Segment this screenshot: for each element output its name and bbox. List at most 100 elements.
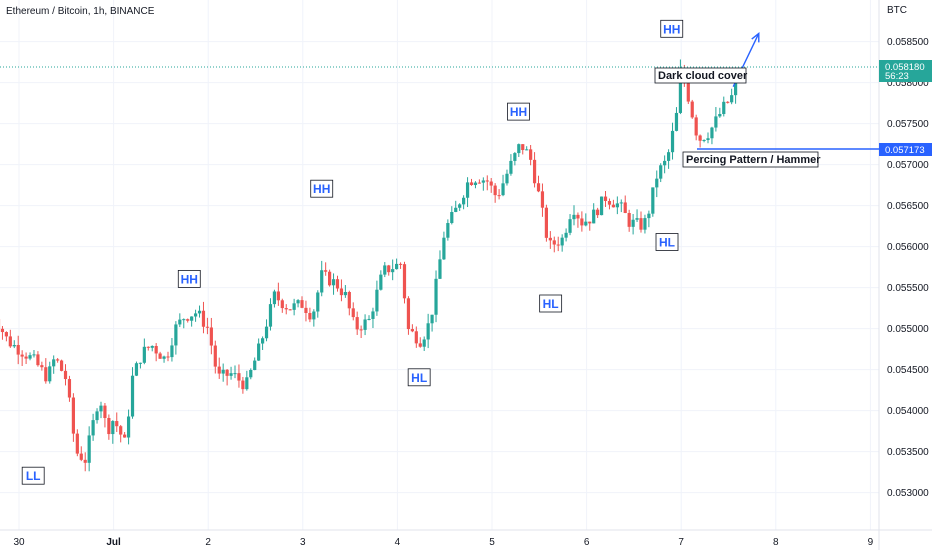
candle-body bbox=[111, 421, 115, 435]
candle bbox=[655, 170, 659, 198]
candle-body bbox=[730, 95, 734, 103]
candle-body bbox=[674, 112, 679, 131]
candle-body bbox=[197, 310, 202, 314]
candle bbox=[63, 364, 68, 386]
candle bbox=[489, 178, 493, 193]
candle bbox=[276, 282, 280, 306]
candle bbox=[406, 296, 411, 335]
candle bbox=[312, 309, 316, 327]
candle bbox=[221, 363, 225, 382]
candle bbox=[465, 177, 470, 208]
candle-body bbox=[588, 221, 592, 224]
candle-body bbox=[154, 345, 158, 354]
pattern-label-hl[interactable]: HL bbox=[539, 294, 563, 313]
candle-body bbox=[186, 319, 190, 321]
candle-body bbox=[16, 344, 20, 355]
candle-body bbox=[67, 379, 72, 398]
candle bbox=[324, 262, 328, 276]
candle bbox=[607, 198, 612, 210]
y-tick-label: 0.055000 bbox=[887, 324, 929, 335]
candle-body bbox=[288, 309, 292, 311]
candle-body bbox=[434, 278, 438, 315]
candle bbox=[359, 325, 363, 339]
candle-body bbox=[706, 138, 710, 141]
pattern-label-hh[interactable]: HH bbox=[660, 19, 684, 38]
candle bbox=[450, 206, 454, 225]
candle-body bbox=[4, 332, 8, 337]
note-dark-cloud-cover[interactable]: Dark cloud cover bbox=[654, 67, 748, 84]
candle-body bbox=[276, 291, 280, 301]
candle-body bbox=[280, 300, 284, 309]
candle bbox=[552, 236, 556, 253]
pattern-label-hh[interactable]: HH bbox=[507, 102, 530, 121]
candle-body bbox=[56, 359, 60, 361]
candle-body bbox=[529, 149, 533, 160]
pattern-label-box bbox=[177, 269, 201, 288]
candle bbox=[331, 273, 336, 295]
pattern-label-hl[interactable]: HL bbox=[407, 368, 431, 387]
candle bbox=[387, 264, 391, 276]
candle bbox=[572, 205, 576, 226]
candle bbox=[103, 403, 107, 428]
candle bbox=[418, 337, 422, 348]
candle bbox=[659, 163, 663, 183]
price-axis[interactable]: 0.053000 0.053500 0.054000 0.054500 0.055000… bbox=[887, 37, 929, 499]
candle-body bbox=[643, 218, 647, 230]
candle bbox=[328, 269, 332, 287]
candle bbox=[158, 351, 162, 359]
candle bbox=[635, 209, 639, 222]
note-piercing-pattern[interactable]: Percing Pattern / Hammer bbox=[682, 151, 821, 168]
time-axis[interactable]: 30 Jul 2 3 4 5 6 7 8 9 bbox=[13, 537, 873, 548]
candle-body bbox=[343, 291, 347, 296]
candle-body bbox=[119, 426, 123, 435]
pattern-label-ll[interactable]: LL bbox=[21, 466, 45, 485]
pattern-label-hh[interactable]: HH bbox=[177, 269, 201, 288]
candle-body bbox=[217, 366, 221, 374]
candle bbox=[473, 181, 478, 189]
candle bbox=[134, 361, 139, 377]
symbol-title: Ethereum / Bitcoin, 1h, BINANCE bbox=[6, 6, 155, 17]
candle bbox=[119, 424, 123, 443]
candle-body bbox=[205, 326, 210, 328]
candle bbox=[694, 114, 698, 141]
candle bbox=[355, 311, 359, 335]
candle-body bbox=[44, 367, 48, 382]
candle-body bbox=[489, 181, 493, 186]
pattern-label-hl[interactable]: HL bbox=[655, 233, 679, 251]
candle-body bbox=[146, 346, 150, 348]
pattern-label-box bbox=[407, 368, 431, 387]
candle-body bbox=[123, 434, 127, 438]
pattern-label-hh[interactable]: HH bbox=[310, 179, 334, 198]
candle bbox=[651, 187, 655, 217]
candle-body bbox=[611, 204, 616, 208]
y-tick-label: 0.058000 bbox=[887, 78, 929, 89]
y-tick-label: 0.056000 bbox=[887, 242, 929, 253]
candle bbox=[91, 413, 95, 441]
x-tick-label: 8 bbox=[773, 537, 779, 548]
candle bbox=[663, 155, 667, 174]
candle-body bbox=[292, 303, 296, 310]
candle-body bbox=[458, 204, 462, 208]
candle bbox=[237, 364, 241, 388]
candle-body bbox=[623, 202, 627, 213]
candle-body bbox=[414, 331, 418, 344]
candle bbox=[12, 340, 16, 349]
candle bbox=[75, 429, 79, 457]
candle bbox=[532, 152, 537, 188]
candle bbox=[402, 261, 407, 304]
candle-body bbox=[391, 269, 395, 273]
candle bbox=[458, 203, 462, 211]
candle-body bbox=[387, 265, 391, 273]
candle-body bbox=[138, 362, 143, 364]
candle-body bbox=[264, 326, 269, 339]
candle-body bbox=[615, 203, 619, 208]
candle bbox=[32, 350, 36, 358]
candle bbox=[540, 183, 545, 217]
candle bbox=[233, 365, 237, 379]
candle bbox=[391, 259, 395, 281]
last-price-countdown: 56:23 bbox=[885, 71, 909, 82]
candle-body bbox=[182, 319, 186, 321]
candle bbox=[497, 189, 501, 200]
candle bbox=[580, 211, 584, 232]
